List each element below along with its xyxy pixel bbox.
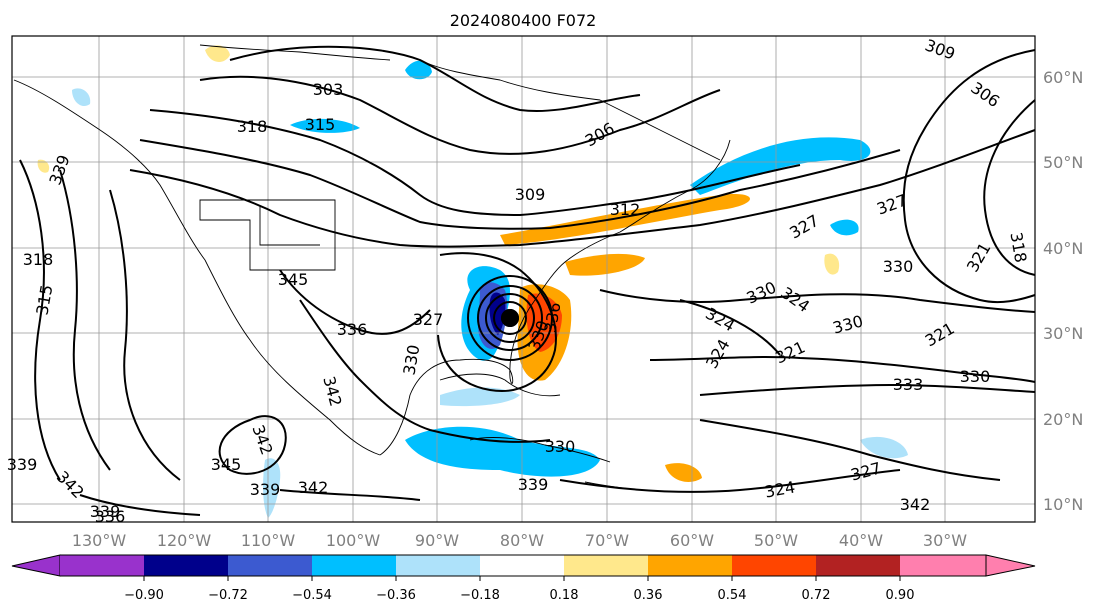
colorbar-segment: [396, 555, 480, 576]
map-frame: [11, 35, 1036, 523]
mid-atlantic-positive-patch: [824, 253, 840, 275]
colorbar-tick-label: 0.18: [550, 588, 579, 603]
longitude-label: 110°W: [241, 531, 296, 550]
contour-label: 345: [211, 455, 242, 474]
colorbar: −0.90 −0.72 −0.54 −0.36 −0.18 0.18 0.36 …: [11, 554, 1036, 603]
colorbar-tick-label: 0.54: [718, 588, 747, 603]
colorbar-extend-right: [985, 554, 1036, 577]
colorbar-tick-label: 0.36: [634, 588, 663, 603]
latitude-label: 60°N: [1043, 68, 1083, 87]
contour-label: 315: [305, 115, 336, 134]
graticule: [12, 36, 1035, 522]
colorbar-segment: [732, 555, 816, 576]
contour-label: 330: [545, 437, 576, 456]
longitude-labels: 130°W 120°W 110°W 100°W 90°W 80°W 70°W 6…: [72, 531, 967, 550]
map-panel: 303 315 318 306 309 309 306 312 327 327 …: [7, 35, 1036, 526]
longitude-label: 100°W: [326, 531, 381, 550]
colorbar-tick-label: −0.18: [460, 588, 500, 603]
contour-label: 345: [278, 270, 309, 289]
longitude-label: 50°W: [754, 531, 798, 550]
longitude-label: 70°W: [585, 531, 629, 550]
north-negative-patch: [290, 118, 360, 133]
contour-label: 333: [893, 375, 924, 394]
hurricane-center-marker: [501, 309, 519, 327]
colorbar-extend-left: [11, 554, 61, 577]
latitude-label: 30°N: [1043, 324, 1083, 343]
longitude-label: 130°W: [72, 531, 127, 550]
latitude-label: 50°N: [1043, 153, 1083, 172]
colorbar-segment: [312, 555, 396, 576]
negative-anomaly-center: [489, 292, 506, 335]
north-positive-patch: [205, 45, 230, 62]
contour-label: 339: [90, 502, 121, 521]
contours: [19, 45, 1036, 516]
contour-label: 336: [95, 507, 126, 526]
west-positive-patch: [37, 159, 50, 173]
colorbar-segment: [648, 555, 732, 576]
colorbar-segment: [144, 555, 228, 576]
latitude-label: 40°N: [1043, 239, 1083, 258]
map-title: 2024080400 F072: [450, 11, 597, 30]
canada-negative-patch: [405, 60, 432, 80]
colorbar-tick-label: 0.90: [886, 588, 915, 603]
contour-label: 336: [337, 320, 368, 339]
atlantic-positive-patch: [665, 463, 702, 482]
contour-label: 339: [518, 475, 549, 494]
longitude-label: 40°W: [839, 531, 883, 550]
pacific-negative-patch: [263, 458, 281, 518]
contour-label: 342: [298, 478, 329, 497]
atlantic-negative-patch: [860, 436, 908, 459]
colorbar-segment: [816, 555, 900, 576]
colorbar-segment: [228, 555, 312, 576]
jet-positive-band: [500, 193, 750, 245]
colorbar-tick-label: 0.72: [802, 588, 831, 603]
caribbean-negative-band: [405, 426, 600, 477]
contour-label: 330: [960, 367, 991, 386]
gulf-negative-band: [440, 387, 520, 407]
longitude-label: 60°W: [670, 531, 714, 550]
colorbar-segment: [900, 555, 986, 576]
colorbar-segment: [480, 555, 564, 576]
longitude-label: 120°W: [157, 531, 212, 550]
colorbar-tick-label: −0.54: [292, 588, 332, 603]
coastal-positive-band: [565, 253, 645, 276]
contour-label: 318: [23, 250, 54, 269]
contour-label: 303: [313, 80, 344, 99]
contour-label: 327: [413, 310, 444, 329]
longitude-label: 90°W: [415, 531, 459, 550]
latitude-labels: 60°N 50°N 40°N 30°N 20°N 10°N: [1043, 68, 1083, 514]
contour-label: 312: [610, 200, 641, 219]
longitude-label: 80°W: [500, 531, 544, 550]
contour-label: 309: [515, 185, 546, 204]
colorbar-tick-label: −0.36: [376, 588, 416, 603]
colorbar-segment: [564, 555, 648, 576]
mid-atlantic-negative-patch: [830, 219, 859, 236]
colorbar-tick-label: −0.90: [124, 588, 164, 603]
colorbar-segment: [60, 555, 144, 576]
latitude-label: 20°N: [1043, 410, 1083, 429]
contour-label: 339: [250, 480, 281, 499]
contour-label: 339: [7, 455, 38, 474]
contour-label: 342: [900, 495, 931, 514]
latitude-label: 10°N: [1043, 495, 1083, 514]
longitude-label: 30°W: [923, 531, 967, 550]
contour-label: 318: [237, 117, 268, 136]
contour-label: 330: [883, 257, 914, 276]
alaska-negative-patch: [72, 88, 91, 107]
colorbar-tick-label: −0.72: [208, 588, 248, 603]
